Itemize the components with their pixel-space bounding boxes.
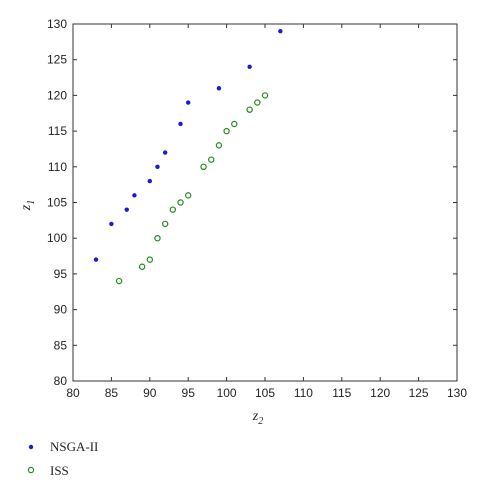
nsga-ii-point [93, 257, 99, 262]
y-tick-label: 90 [54, 303, 68, 317]
iss-point [200, 163, 207, 170]
x-tick-label: 80 [66, 386, 80, 400]
data-points [93, 28, 283, 285]
iss-point [161, 220, 169, 228]
nsga-ii-point [278, 28, 283, 34]
legend-label-iss: ISS [50, 463, 69, 478]
y-tick-label: 110 [48, 160, 67, 174]
x-axis-label-sub: 2 [258, 416, 263, 427]
legend-marker-iss [27, 466, 35, 474]
y-tick-label: 80 [54, 374, 68, 388]
nsga-ii-point [132, 193, 137, 198]
nsga-ii-point [216, 86, 222, 91]
legend-label-nsga: NSGA-II [50, 439, 98, 454]
iss-point [138, 263, 146, 270]
nsga-ii-point [124, 207, 129, 212]
y-axis-label: z1 [19, 200, 37, 211]
x-tick-label: 110 [294, 386, 313, 400]
y-tick-label: 130 [47, 17, 67, 31]
iss-point [223, 127, 230, 135]
x-tick-label: 85 [105, 386, 119, 400]
y-tick-label: 120 [47, 88, 67, 102]
y-axis: 80 85 90 95 100 105 110 115 120 125 130 [47, 17, 457, 388]
x-tick-label: 130 [447, 386, 467, 400]
y-axis-label-sub: 1 [26, 200, 37, 205]
x-tick-label: 95 [182, 386, 196, 400]
x-tick-label: 100 [217, 386, 237, 400]
iss-point [246, 106, 253, 113]
iss-point [254, 99, 261, 106]
iss-point [215, 142, 223, 149]
nsga-ii-point [109, 221, 114, 227]
x-tick-label: 125 [409, 386, 429, 400]
iss-point [261, 92, 269, 99]
y-tick-label: 85 [54, 338, 68, 352]
iss-point [154, 234, 161, 242]
plot-frame [72, 23, 458, 382]
nsga-ii-point [178, 121, 183, 127]
x-tick-label: 115 [332, 386, 351, 400]
nsga-ii-point [147, 178, 152, 184]
iss-point [146, 256, 153, 263]
y-tick-label: 95 [54, 267, 68, 281]
y-tick-label: 100 [47, 231, 67, 245]
nsga-ii-point [162, 150, 168, 155]
iss-point [231, 120, 238, 128]
legend: NSGA-II ISS [27, 439, 98, 478]
y-tick-label: 125 [47, 53, 67, 67]
legend-marker-nsga [28, 444, 34, 450]
iss-point [169, 206, 177, 213]
y-tick-label: 105 [47, 196, 67, 210]
x-axis-label: z2 [252, 409, 263, 427]
y-axis-label-main: z [19, 204, 34, 211]
y-tick-label: 115 [48, 124, 67, 138]
nsga-ii-point [247, 64, 252, 70]
iss-point [208, 156, 215, 163]
nsga-ii-point [155, 164, 160, 169]
x-axis: 80 85 90 95 100 105 110 115 120 125 130 [66, 24, 467, 400]
nsga-ii-point [186, 100, 191, 105]
x-tick-label: 90 [143, 386, 157, 400]
x-tick-label: 120 [370, 386, 390, 400]
x-tick-label: 105 [255, 386, 275, 400]
x-axis-label-main: z [252, 409, 259, 424]
iss-point [184, 192, 192, 199]
iss-point [115, 277, 123, 285]
iss-point [177, 199, 184, 206]
